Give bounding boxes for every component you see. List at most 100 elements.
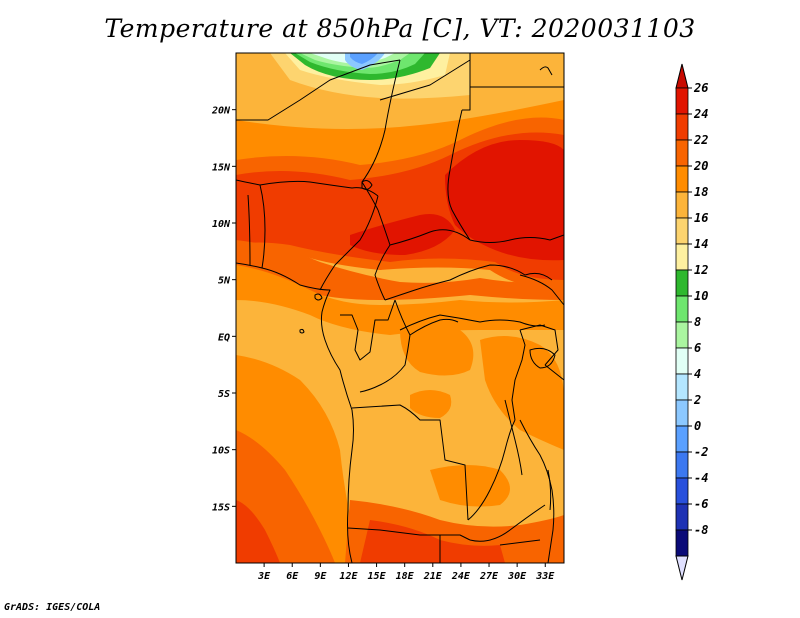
- field-south-20: [430, 465, 510, 507]
- border-car-north: [384, 264, 553, 301]
- coastline-east: [519, 419, 555, 563]
- map-frame: [235, 52, 565, 564]
- lon-tick-label: 12E: [339, 571, 358, 582]
- lat-tick-label: 5N: [218, 276, 231, 287]
- field-band-20-mid: [236, 265, 564, 335]
- lat-tick-label: 15S: [212, 502, 230, 513]
- field-band-0: [350, 53, 378, 64]
- colorbar-swatch: [675, 529, 689, 557]
- lat-tick-label: 5S: [218, 389, 230, 400]
- border-kenya-tz: [544, 364, 564, 381]
- colorbar-level-label: 10: [694, 289, 708, 303]
- colorbar-swatch: [675, 113, 689, 141]
- colorbar-level-label: 18: [694, 185, 708, 199]
- colorbar-level-label: 8: [694, 315, 701, 329]
- border-car-drc: [399, 314, 546, 331]
- border-congo-gabon: [340, 299, 396, 361]
- colorbar-level-label: 2: [693, 393, 701, 407]
- border-cameroon-chad: [374, 209, 391, 301]
- border-nigeria-east: [319, 195, 379, 291]
- lon-tick-label: 3E: [257, 571, 271, 582]
- colorbar-swatch: [675, 87, 689, 115]
- field-band-22-mid: [236, 240, 564, 300]
- colorbar-level-label: 24: [693, 107, 708, 121]
- coastline-west: [236, 262, 354, 563]
- river-congo: [409, 318, 459, 336]
- border-uganda: [519, 324, 559, 366]
- country-borders: [236, 53, 564, 563]
- border-chad-sudan: [447, 109, 471, 241]
- colorbar-swatch: [675, 217, 689, 245]
- colorbar-under-triangle: [675, 555, 689, 581]
- colorbar-level-label: -4: [694, 471, 708, 485]
- border-mali-niger: [236, 59, 401, 121]
- border-burkina: [236, 179, 261, 186]
- colorbar-swatch: [675, 191, 689, 219]
- border-libya-chad: [462, 53, 471, 111]
- border-southsudan-east: [519, 274, 564, 306]
- sao-tome-island: [299, 328, 305, 334]
- border-drc-angola: [351, 404, 469, 521]
- border-east-lakes: [511, 329, 526, 421]
- colorbar-swatch: [675, 139, 689, 167]
- colorbar-over-triangle: [675, 63, 689, 89]
- field-sw-24: [236, 500, 280, 563]
- colorbar-level-label: -2: [694, 445, 708, 459]
- border-zambia-south: [469, 504, 546, 542]
- colorbar-swatch: [675, 295, 689, 323]
- bioko-island: [314, 293, 323, 301]
- field-band-24-west: [236, 178, 275, 222]
- lat-tick-label: EQ: [218, 332, 230, 343]
- lat-tick-label: 10S: [212, 446, 230, 457]
- colorbar-swatch: [675, 373, 689, 401]
- colorbar-swatch: [675, 503, 689, 531]
- field-patch-20c: [410, 390, 452, 418]
- lon-tick-label: 24E: [451, 571, 471, 582]
- colorbar-level-label: 20: [693, 159, 708, 173]
- colorbar-swatch: [675, 347, 689, 375]
- lake-victoria: [529, 347, 556, 369]
- field-band-26b: [350, 214, 455, 255]
- border-drc-zambia: [467, 419, 516, 521]
- lon-tick-label: 15E: [368, 571, 387, 582]
- lon-tick-label: 30E: [507, 571, 527, 582]
- colorbar-level-label: 0: [694, 419, 701, 433]
- lake-chad: [361, 180, 373, 190]
- lat-tick-label: 20N: [211, 106, 231, 117]
- border-angola-namibia: [347, 527, 471, 541]
- border-niger-chad: [361, 59, 401, 211]
- colorbar-level-label: 14: [694, 237, 708, 251]
- lat-tick-label: 15N: [212, 162, 231, 173]
- border-benin: [259, 184, 266, 269]
- colorbar-level-label: 16: [694, 211, 708, 225]
- colorbar-level-label: -8: [694, 523, 708, 537]
- border-car-chad: [389, 229, 471, 246]
- field-south-24: [360, 520, 505, 563]
- field-band-26: [445, 140, 564, 261]
- lon-tick-label: 21E: [423, 571, 443, 582]
- colorbar-swatch: [675, 399, 689, 427]
- colorbar-swatch: [675, 243, 689, 271]
- colorbar-swatch: [675, 269, 689, 297]
- field-patch-20b: [480, 336, 564, 450]
- colorbar-swatch: [675, 165, 689, 193]
- colorbar-swatch: [675, 477, 689, 505]
- border-sudan-southsudan: [469, 234, 564, 243]
- border-congo-drc: [359, 299, 411, 393]
- colorbar-swatch: [675, 321, 689, 349]
- colorbar-level-label: 4: [694, 367, 701, 381]
- field-patch-20a: [400, 325, 474, 376]
- colorbar-level-label: -6: [694, 497, 708, 511]
- lon-tick-label: 27E: [479, 571, 499, 582]
- border-togo: [247, 194, 251, 266]
- colorbar-level-label: 26: [693, 81, 708, 95]
- lon-tick-label: 18E: [396, 571, 415, 582]
- lon-axis: 3E 6E 9E 12E 15E 18E 21E 24E 27E 30E 33E: [257, 563, 555, 582]
- colorbar-swatch: [675, 425, 689, 453]
- lon-tick-label: 6E: [286, 571, 299, 582]
- lat-tick-label: 10N: [212, 219, 231, 230]
- lat-axis: 20N 15N 10N 5N EQ 5S 10S 15S: [211, 106, 236, 513]
- lake-malawi: [547, 469, 552, 511]
